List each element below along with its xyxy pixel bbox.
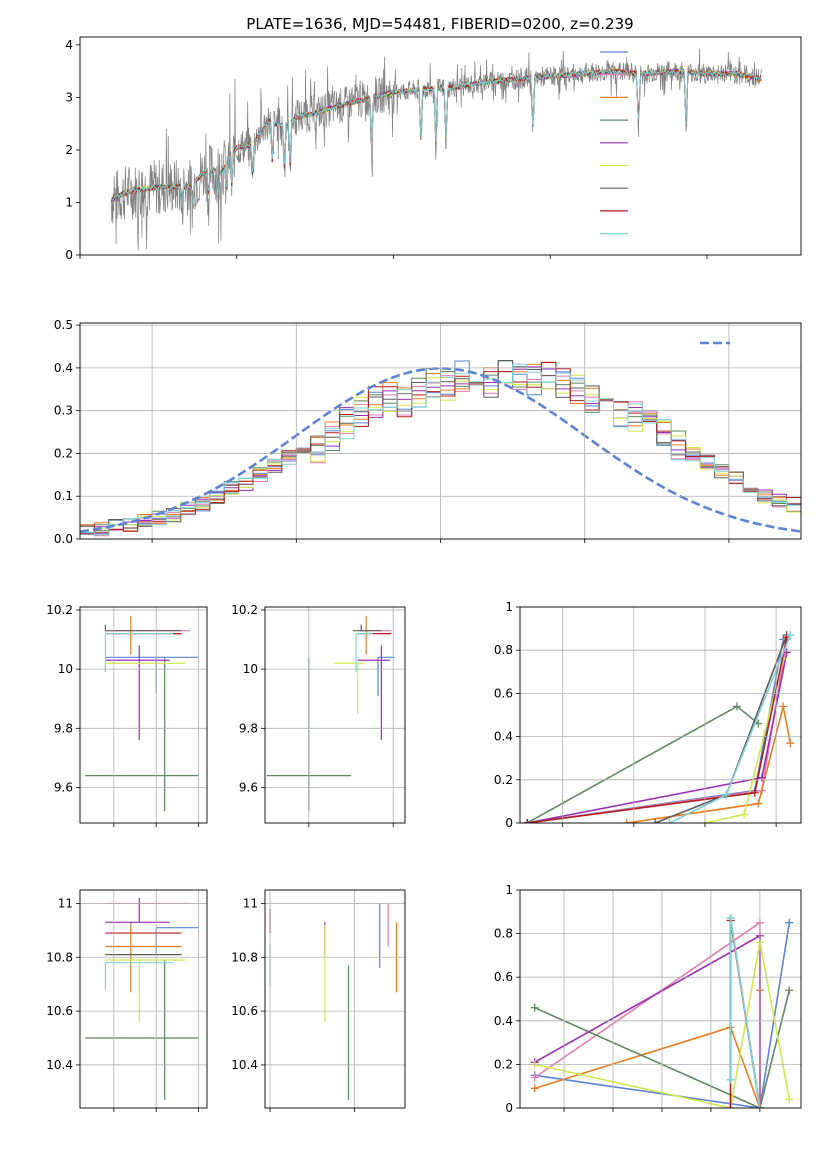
y-tick-label: 0.5 [54, 318, 73, 332]
y-tick-label: 4 [65, 38, 73, 52]
observed-spectrum-line [110, 48, 763, 251]
y-tick-label: 10 [243, 662, 258, 676]
axes-frame [264, 606, 406, 824]
series-line-chabrier-miles [526, 639, 784, 823]
series-line-chabrier-elodie [534, 990, 791, 1108]
y-tick-label: 10.4 [46, 1058, 73, 1072]
data-marker-chabrier-stelib [651, 819, 660, 823]
plot-area [266, 615, 395, 812]
panel-spectrum: 0 1 2 3 4 [65, 36, 802, 262]
series-line-kroupa-miles [534, 990, 761, 1108]
panel-mass-vs-EBV: 10.4 10.6 10.8 11 [231, 889, 406, 1112]
plot-area [85, 898, 199, 1100]
series-line-chabrier-miles [534, 922, 791, 1108]
y-tick-label: 11 [243, 896, 258, 910]
y-tick-label: 2 [65, 143, 73, 157]
panel-age-vs-Z: 9.6 9.8 10 10.2 [46, 603, 208, 827]
histogram-step-salpeter-stelib [80, 362, 801, 534]
y-tick-label: 11 [58, 896, 73, 910]
y-tick-label: 0.4 [494, 730, 513, 744]
data-marker-kroupa-stelib [722, 790, 731, 799]
plot-area [110, 48, 763, 251]
panel-age-vs-mass: 9.6 9.8 10 10.2 [231, 603, 406, 827]
y-tick-label: 0.6 [494, 686, 513, 700]
series-line-salpeter-stelib [526, 637, 788, 823]
y-tick-label: 1 [505, 883, 513, 897]
data-marker-salpeter-elodie [757, 773, 766, 782]
panel-residuals: 0.0 0.1 0.2 0.3 0.4 0.5 [54, 318, 802, 546]
y-tick-label: 0.0 [54, 532, 73, 546]
series-line-chabrier-elodie [526, 705, 759, 823]
y-tick-label: 9.8 [239, 721, 258, 735]
data-marker-chabrier-elodie [530, 1003, 539, 1012]
y-tick-label: 10.2 [231, 603, 258, 617]
data-marker-salpeter-stelib [750, 788, 759, 797]
y-tick-label: 10.4 [231, 1058, 258, 1072]
y-tick-label: 9.6 [54, 780, 73, 794]
histogram-step-kroupa-stelib [80, 363, 801, 536]
data-marker-kroupa-elodie [740, 810, 749, 819]
plot-area [523, 631, 795, 823]
y-tick-label: 10 [58, 662, 73, 676]
y-tick-label: 1 [505, 600, 513, 614]
axes-frame [79, 322, 802, 540]
y-tick-label: 0.1 [54, 489, 73, 503]
data-marker-kroupa-stelib [726, 914, 735, 923]
y-tick-label: 10.6 [46, 1004, 73, 1018]
axes-frame [79, 606, 208, 824]
panel-mass-weight-vs-Z: 0 0.2 0.4 0.6 0.8 1 [494, 883, 802, 1115]
y-tick-label: 0.8 [494, 927, 513, 941]
axes-frame [79, 36, 802, 256]
data-marker-chabrier-miles [785, 918, 794, 927]
figure-title: PLATE=1636, MJD=54481, FIBERID=0200, z=0… [246, 15, 633, 33]
model-line-kroupa-stelib [110, 67, 762, 208]
data-marker-salpeter-miles [530, 1073, 539, 1082]
data-marker-kroupa-miles [786, 739, 795, 748]
y-tick-label: 0.2 [494, 773, 513, 787]
plot-area [269, 903, 398, 1100]
data-marker-salpeter-stelib [726, 1104, 735, 1108]
y-tick-label: 0 [505, 1101, 513, 1115]
y-tick-label: 10.6 [231, 1004, 258, 1018]
legend [600, 51, 628, 235]
series-line-salpeter-miles [526, 639, 788, 823]
axes-frame [79, 889, 208, 1109]
data-marker-chabrier-elodie [732, 702, 741, 711]
panel-mass-vs-Z: 10.4 10.6 10.8 11 [46, 889, 208, 1112]
data-marker-kroupa-stelib [786, 631, 795, 640]
data-marker-kroupa-miles [530, 1084, 539, 1093]
y-tick-label: 10.8 [46, 950, 73, 964]
data-marker-kroupa-miles [779, 702, 788, 711]
panel-mass-weight-vs-age: 0 0.2 0.4 0.6 0.8 1 [494, 600, 802, 830]
y-tick-label: 0.2 [54, 446, 73, 460]
axes-frame [264, 889, 406, 1109]
plot-area [80, 360, 801, 537]
y-tick-label: 9.8 [54, 721, 73, 735]
y-tick-label: 0.4 [494, 1014, 513, 1028]
y-tick-label: 0.3 [54, 404, 73, 418]
y-tick-label: 0.4 [54, 361, 73, 375]
y-tick-label: 10.8 [231, 950, 258, 964]
data-marker-salpeter-stelib [523, 819, 532, 823]
data-marker-kroupa-stelib [665, 819, 674, 823]
axes-frame [519, 606, 802, 824]
y-tick-label: 0.2 [494, 1057, 513, 1071]
data-marker-kroupa-miles [754, 799, 763, 808]
axes-frame [519, 889, 802, 1109]
y-tick-label: 0.6 [494, 970, 513, 984]
data-marker-kroupa-elodie [785, 1095, 794, 1104]
data-marker-chabrier-elodie [785, 986, 794, 995]
plot-area [85, 615, 199, 812]
y-tick-label: 0 [505, 816, 513, 830]
data-marker-kroupa-stelib [726, 1075, 735, 1084]
data-marker-kroupa-miles [622, 819, 631, 823]
y-tick-label: 3 [65, 90, 73, 104]
y-tick-label: 1 [65, 195, 73, 209]
series-line-kroupa-miles [626, 706, 792, 823]
y-tick-label: 0 [65, 248, 73, 262]
y-tick-label: 9.6 [239, 780, 258, 794]
y-tick-label: 10.2 [46, 603, 73, 617]
y-tick-label: 0.8 [494, 643, 513, 657]
